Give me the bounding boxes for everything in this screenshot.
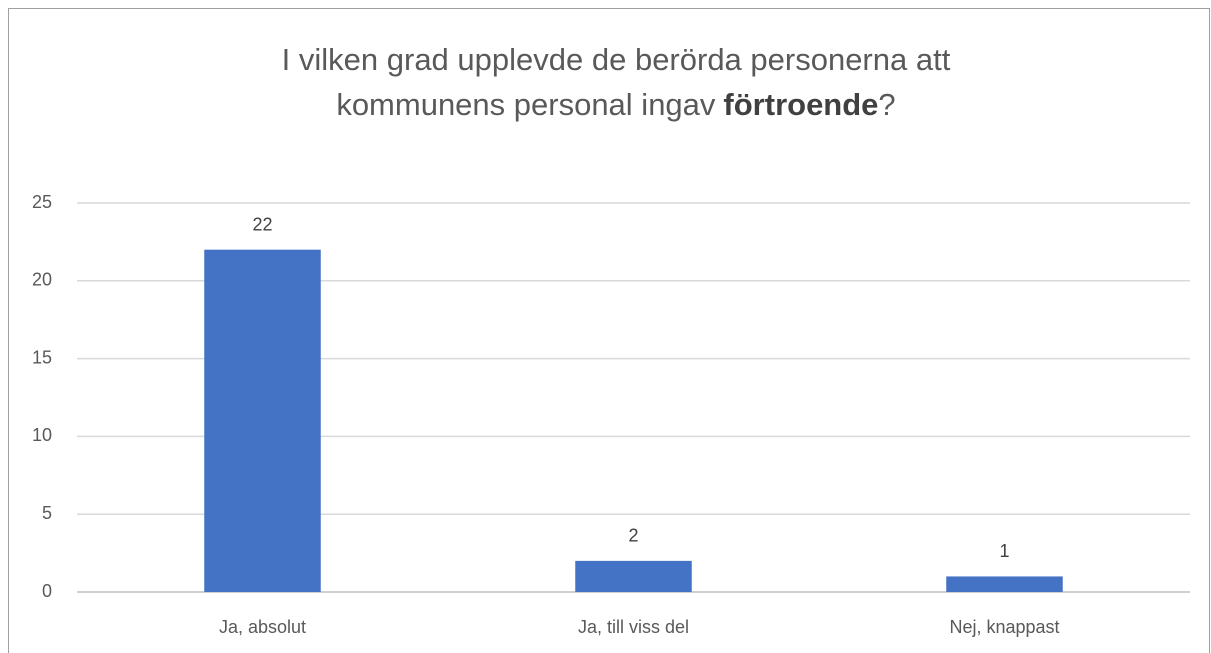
bar (204, 249, 321, 592)
x-tick-label: Ja, till viss del (578, 617, 689, 637)
x-tick-label: Nej, knappast (949, 617, 1059, 637)
title-segment: kommunens personal ingav (336, 87, 716, 122)
title-segment: ? (878, 87, 895, 122)
chart-title: I vilken grad upplevde de berörda person… (282, 42, 951, 77)
bar (946, 576, 1063, 592)
y-tick-label: 15 (32, 347, 52, 367)
bar (575, 560, 692, 592)
y-tick-label: 0 (42, 581, 52, 601)
y-tick-label: 20 (32, 270, 52, 290)
title-segment: förtroende (723, 87, 878, 122)
y-tick-label: 10 (32, 425, 52, 445)
y-tick-label: 25 (32, 192, 52, 212)
data-label: 2 (628, 526, 638, 546)
x-tick-label: Ja, absolut (219, 617, 306, 637)
chart-title: kommunens personal ingav förtroende? (336, 87, 895, 122)
y-tick-label: 5 (42, 503, 52, 523)
data-label: 1 (999, 541, 1009, 561)
data-label: 22 (252, 214, 272, 234)
title-segment: I vilken grad upplevde de berörda person… (282, 42, 951, 77)
chart-frame (8, 8, 1210, 653)
